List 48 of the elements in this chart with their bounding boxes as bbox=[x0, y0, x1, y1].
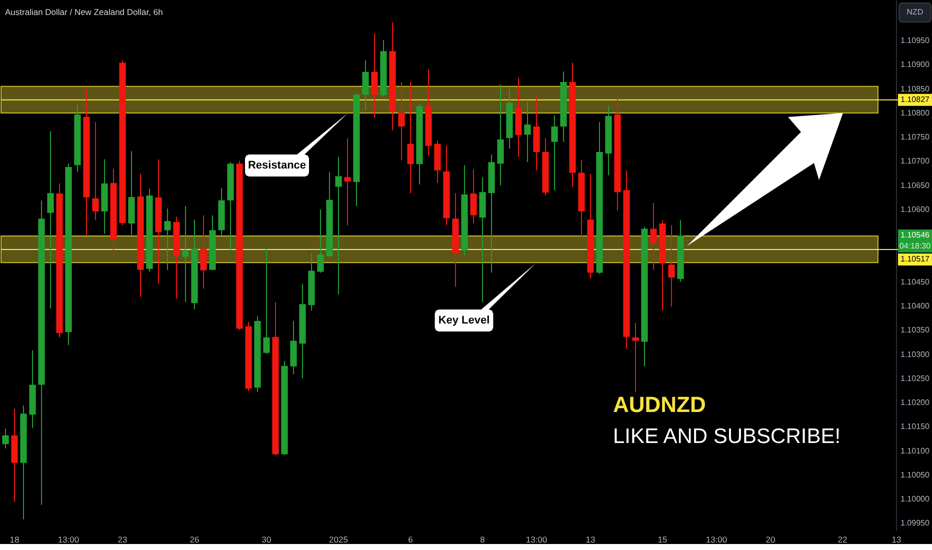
x-tick-label: 20 bbox=[766, 534, 776, 544]
x-tick-label: 6 bbox=[408, 534, 414, 544]
x-tick-label: 30 bbox=[262, 534, 272, 544]
x-tick-label: 26 bbox=[190, 534, 200, 544]
y-tick-label: 1.10950 bbox=[900, 36, 930, 46]
candlestick bbox=[182, 206, 189, 302]
y-tick-label: 1.10600 bbox=[900, 204, 930, 214]
y-tick-label: 1.10200 bbox=[900, 398, 930, 408]
candlestick bbox=[632, 322, 639, 392]
x-tick-label: 13:00 bbox=[58, 534, 80, 544]
y-tick-label: 1.10900 bbox=[900, 60, 930, 70]
ref-line-label: 1.10517 bbox=[900, 254, 930, 264]
x-tick-label: 23 bbox=[118, 534, 128, 544]
y-axis-title: NZD bbox=[906, 8, 924, 16]
y-tick-label: 1.10800 bbox=[900, 108, 930, 118]
annotation: LIKE AND SUBSCRIBE! bbox=[613, 425, 841, 448]
annotation: Key Level bbox=[438, 314, 490, 326]
x-tick-label: 13 bbox=[586, 534, 596, 544]
y-tick-label: 1.10050 bbox=[900, 470, 930, 480]
ref-line-label: 1.10827 bbox=[900, 94, 930, 104]
candlestick bbox=[344, 138, 351, 226]
y-tick-label: 1.10100 bbox=[900, 446, 930, 456]
y-tick-label: 1.10300 bbox=[900, 350, 930, 359]
annotation: Resistance bbox=[248, 160, 306, 172]
y-tick-label: 1.10250 bbox=[900, 374, 930, 383]
candlestick bbox=[335, 156, 342, 294]
y-tick-label: 1.10650 bbox=[900, 180, 930, 190]
x-tick-label: 15 bbox=[658, 534, 668, 544]
y-tick-label: 1.10150 bbox=[900, 422, 930, 432]
y-tick-label: 1.10450 bbox=[900, 277, 930, 286]
x-tick-label: 13:00 bbox=[706, 534, 728, 544]
x-tick-label: 18 bbox=[10, 534, 20, 544]
y-tick-label: 1.09950 bbox=[900, 518, 930, 528]
y-tick-label: 1.10350 bbox=[900, 326, 930, 335]
x-tick-label: 13 bbox=[892, 534, 902, 544]
text: 1.10546 bbox=[900, 230, 930, 240]
x-tick-label: 8 bbox=[480, 534, 486, 544]
y-tick-label: 1.10700 bbox=[900, 156, 930, 166]
y-tick-label: 1.10850 bbox=[900, 84, 930, 94]
y-tick-label: 1.10000 bbox=[900, 494, 930, 504]
text: Australian Dollar / New Zealand Dollar, 6h bbox=[5, 7, 164, 17]
text: 04:18:30 bbox=[899, 242, 932, 251]
y-tick-label: 1.10400 bbox=[900, 302, 930, 311]
x-tick-label: 2025 bbox=[329, 534, 348, 544]
y-tick-label: 1.10750 bbox=[900, 132, 930, 142]
annotation: AUDNZD bbox=[613, 392, 706, 417]
x-tick-label: 22 bbox=[838, 534, 848, 544]
x-tick-label: 13:00 bbox=[526, 534, 548, 544]
